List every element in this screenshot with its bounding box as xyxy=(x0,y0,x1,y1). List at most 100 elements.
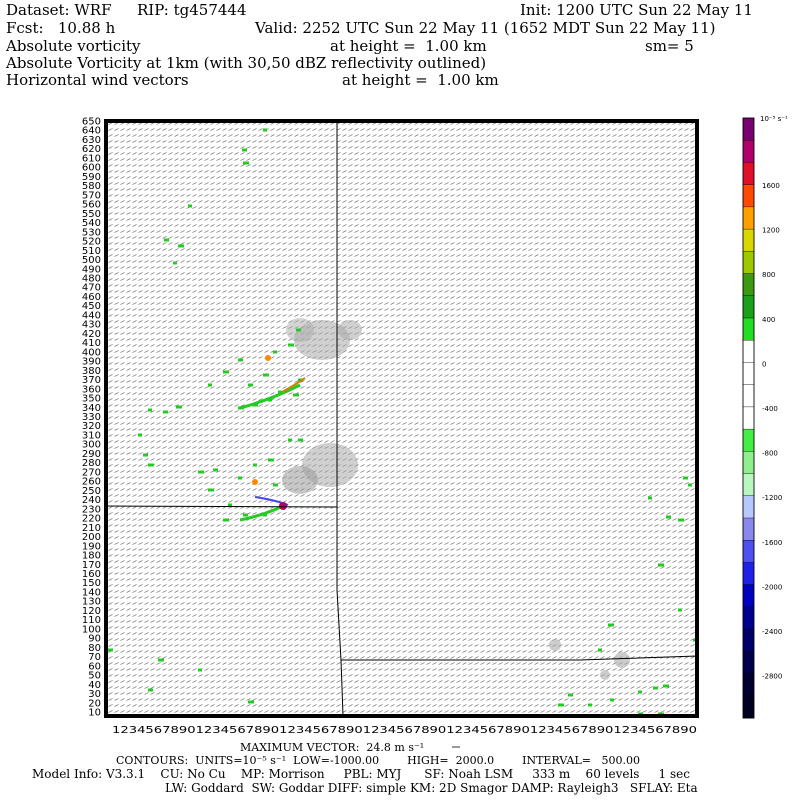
reflectivity-area xyxy=(549,639,561,651)
y-tick-label: 380 xyxy=(82,366,101,377)
vorticity-speck xyxy=(263,373,269,377)
y-tick-label: 410 xyxy=(82,338,101,349)
colorbar-label: -800 xyxy=(762,450,778,458)
y-tick-label: 510 xyxy=(82,246,101,257)
colorbar-label: 1200 xyxy=(762,227,780,235)
colorbar-swatch xyxy=(742,162,755,186)
colorbar-swatch xyxy=(742,562,755,586)
y-tick-label: 280 xyxy=(82,458,101,469)
vorticity-speck xyxy=(178,244,184,248)
colorbar-swatch xyxy=(742,584,755,608)
colorbar-label: 400 xyxy=(762,316,775,324)
y-tick-label: 420 xyxy=(82,329,101,340)
colorbar-swatch xyxy=(742,295,755,319)
vorticity-speck xyxy=(188,204,192,208)
plot-frame xyxy=(104,119,699,718)
y-tick-label: 590 xyxy=(82,172,101,183)
y-tick-label: 210 xyxy=(82,523,101,534)
y-tick-label: 400 xyxy=(82,347,101,358)
colorbar-swatch xyxy=(742,606,755,630)
y-axis-ticks: 6506406306206106005905805705605505405305… xyxy=(82,117,101,719)
vorticity-speck xyxy=(242,148,247,152)
colorbar: 1600 1200 800 400 0 -400 -800 -1200 -1600 -2000 -2… xyxy=(742,117,782,719)
vorticity-speck xyxy=(278,390,282,394)
y-tick-label: 530 xyxy=(82,227,101,238)
vorticity-speck xyxy=(223,370,229,374)
colorbar-swatch xyxy=(742,273,755,297)
y-tick-label: 50 xyxy=(88,671,101,682)
vorticity-speck xyxy=(598,648,602,652)
vorticity-speck xyxy=(108,648,113,652)
colorbar-swatch xyxy=(742,228,755,252)
vorticity-speck xyxy=(296,328,301,332)
y-tick-label: 140 xyxy=(82,587,101,598)
colorbar-label: -2400 xyxy=(762,628,782,636)
vorticity-speck xyxy=(288,343,294,347)
colorbar-swatch xyxy=(742,695,755,719)
y-tick-label: 640 xyxy=(82,126,101,137)
vorticity-speck xyxy=(163,410,168,414)
y-tick-label: 110 xyxy=(82,615,101,626)
y-tick-label: 600 xyxy=(82,163,101,174)
vorticity-speck xyxy=(173,261,177,265)
y-tick-label: 260 xyxy=(82,477,101,488)
colorbar-swatch xyxy=(742,540,755,563)
wind-vector-field xyxy=(106,121,697,716)
colorbar-swatch xyxy=(742,428,755,452)
y-tick-label: 20 xyxy=(88,698,101,709)
y-tick-label: 200 xyxy=(82,532,101,543)
colorbar-label: -2000 xyxy=(762,583,782,591)
field-name-label: Absolute vorticity xyxy=(6,37,141,55)
colorbar-swatch xyxy=(742,117,755,141)
y-tick-label: 450 xyxy=(82,301,101,312)
y-tick-label: 40 xyxy=(88,680,101,691)
y-tick-label: 230 xyxy=(82,504,101,515)
vorticity-speck xyxy=(208,383,212,387)
y-tick-label: 550 xyxy=(82,209,101,220)
vorticity-speck xyxy=(293,393,299,397)
y-tick-label: 100 xyxy=(82,624,101,635)
y-tick-label: 10 xyxy=(88,708,101,719)
reflectivity-area xyxy=(338,320,362,340)
y-tick-label: 130 xyxy=(82,597,101,608)
smoothing-label: sm= 5 xyxy=(645,37,694,55)
reflectivity-area xyxy=(614,652,630,668)
y-tick-label: 30 xyxy=(88,689,101,700)
colorbar-units: 10⁻⁵ s⁻¹ xyxy=(760,115,788,123)
y-tick-label: 60 xyxy=(88,661,101,672)
vorticity-speck xyxy=(238,358,243,362)
colorbar-swatch xyxy=(742,206,755,230)
vorticity-band-north xyxy=(239,383,301,410)
contours-label: CONTOURS: UNITS=10⁻⁵ s⁻¹ LOW=-1000.00 HI… xyxy=(116,754,640,767)
y-tick-label: 170 xyxy=(82,560,101,571)
vorticity-speck xyxy=(253,403,258,407)
vorticity-speck xyxy=(263,513,267,517)
colorbar-swatch xyxy=(742,362,755,386)
colorbar-swatch xyxy=(742,406,755,430)
y-tick-label: 180 xyxy=(82,551,101,562)
vorticity-speck xyxy=(273,483,278,487)
colorbar-swatch xyxy=(742,651,755,675)
colorbar-swatch xyxy=(742,451,755,475)
state-boundaries xyxy=(105,121,698,717)
colorbar-label: -2800 xyxy=(762,673,782,681)
y-tick-label: 490 xyxy=(82,264,101,275)
colorbar-swatch xyxy=(742,473,755,497)
vector-height-label: at height = 1.00 km xyxy=(342,71,499,89)
init-label: Init: 1200 UTC Sun 22 May 11 xyxy=(520,1,753,19)
vorticity-speck xyxy=(228,503,232,507)
colorbar-swatch xyxy=(742,384,755,408)
y-tick-label: 540 xyxy=(82,218,101,229)
valid-label: Valid: 2252 UTC Sun 22 May 11 (1652 MDT … xyxy=(255,19,716,37)
y-tick-label: 80 xyxy=(88,643,101,654)
reflectivity-area xyxy=(282,466,318,494)
y-tick-label: 440 xyxy=(82,310,101,321)
colorbar-swatch xyxy=(742,517,755,541)
y-tick-label: 480 xyxy=(82,273,101,284)
overlay-description: Absolute Vorticity at 1km (with 30,50 dB… xyxy=(6,54,487,72)
colorbar-label: 800 xyxy=(762,271,775,279)
rip-label: RIP: tg457444 xyxy=(137,1,247,19)
y-tick-label: 190 xyxy=(82,541,101,552)
vorticity-speck xyxy=(213,468,218,472)
